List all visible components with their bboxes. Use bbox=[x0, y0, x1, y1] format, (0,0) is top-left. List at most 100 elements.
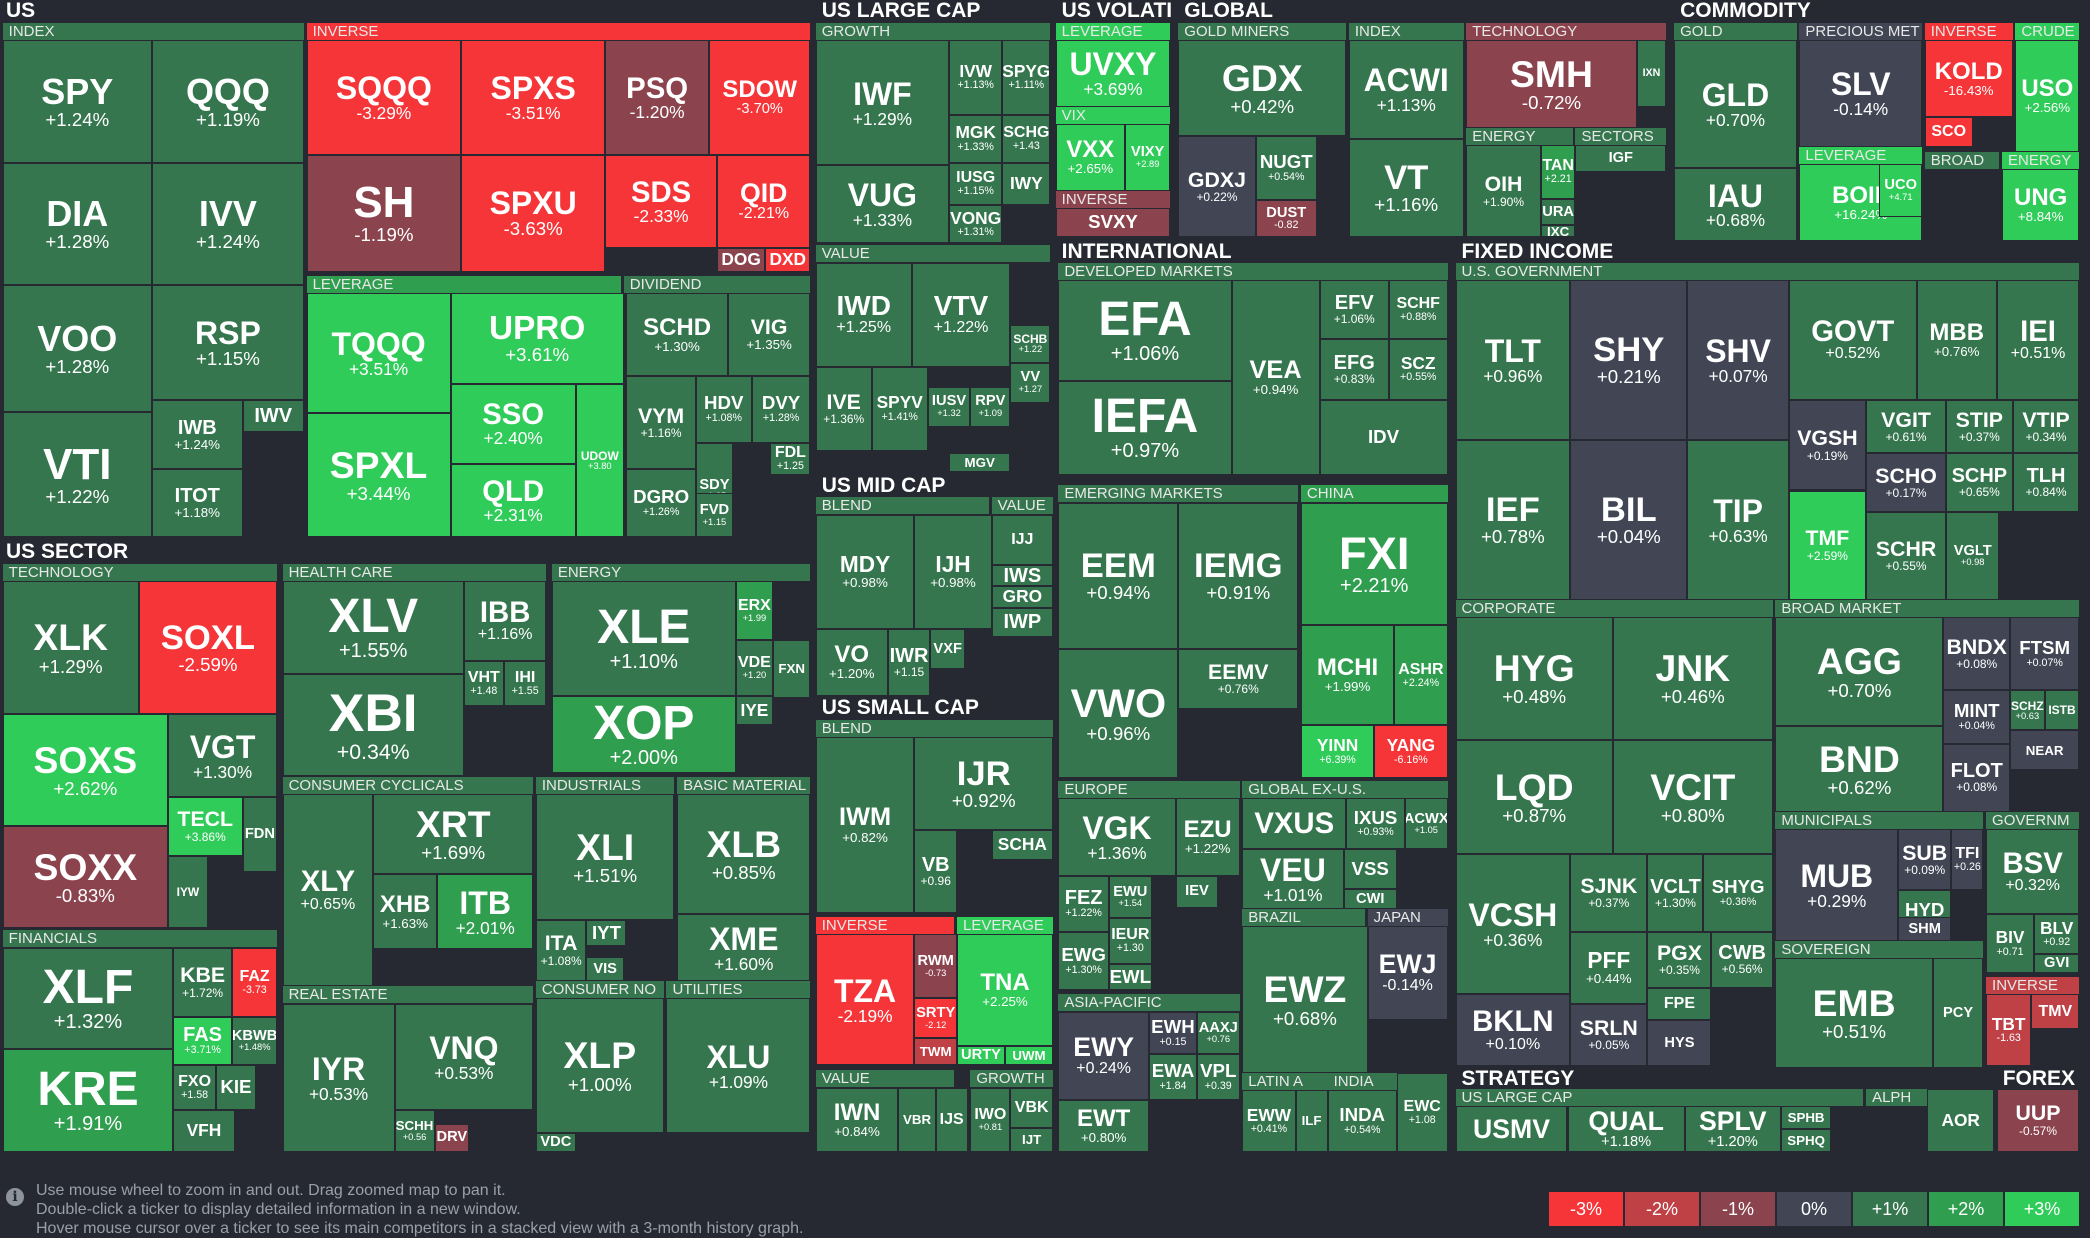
ticker-tile-gro[interactable]: GRO bbox=[991, 586, 1053, 608]
ticker-tile-igf[interactable]: IGF bbox=[1575, 145, 1667, 172]
ticker-tile-flot[interactable]: FLOT +0.08% bbox=[1943, 743, 2011, 812]
ticker-tile-shyg[interactable]: SHYG +0.36% bbox=[1703, 854, 1773, 932]
ticker-tile-sds[interactable]: SDS -2.33% bbox=[605, 154, 718, 248]
ticker-tile-shv[interactable]: SHV +0.07% bbox=[1687, 279, 1789, 440]
ticker-tile-iwy[interactable]: IWY bbox=[1002, 162, 1051, 206]
ticker-tile-vcit[interactable]: VCIT +0.80% bbox=[1612, 739, 1773, 855]
ticker-tile-xlv[interactable]: XLV +1.55% bbox=[282, 581, 464, 675]
ticker-tile-ijr[interactable]: IJR +0.92% bbox=[914, 737, 1053, 831]
ticker-tile-soxx[interactable]: SOXX -0.83% bbox=[2, 826, 168, 928]
ticker-tile-vbr[interactable]: VBR bbox=[898, 1087, 936, 1152]
ticker-tile-vxx[interactable]: VXX +2.65% bbox=[1055, 123, 1125, 191]
ticker-tile-spy[interactable]: SPY +1.24% bbox=[2, 39, 152, 163]
ticker-tile-dia[interactable]: DIA +1.28% bbox=[2, 162, 152, 286]
ticker-tile-vig[interactable]: VIG +1.35% bbox=[727, 293, 811, 376]
ticker-tile-vdc[interactable]: VDC bbox=[535, 1132, 576, 1152]
ticker-tile-vym[interactable]: VYM +1.16% bbox=[626, 375, 696, 470]
ticker-tile-stip[interactable]: STIP +0.37% bbox=[1946, 399, 2013, 454]
ticker-tile-ewj[interactable]: EWJ -0.14% bbox=[1367, 926, 1448, 1020]
ticker-tile-ibb[interactable]: IBB +1.16% bbox=[463, 581, 547, 662]
ticker-tile-shy[interactable]: SHY +0.21% bbox=[1570, 279, 1688, 440]
ticker-tile-xlf[interactable]: XLF +1.32% bbox=[2, 947, 174, 1049]
ticker-tile-ewt[interactable]: EWT +0.80% bbox=[1058, 1099, 1149, 1152]
ticker-tile-vis[interactable]: VIS bbox=[586, 957, 624, 981]
ticker-tile-itot[interactable]: ITOT +1.18% bbox=[151, 469, 243, 538]
ticker-tile-ivv[interactable]: IVV +1.24% bbox=[151, 162, 304, 286]
ticker-tile-srty[interactable]: SRTY -2.12 bbox=[914, 998, 958, 1039]
ticker-tile-pgx[interactable]: PGX +0.35% bbox=[1647, 931, 1712, 988]
ticker-tile-vxf[interactable]: VXF bbox=[930, 629, 965, 670]
ticker-tile-vcsh[interactable]: VCSH +0.36% bbox=[1455, 854, 1571, 995]
ticker-tile-vtv[interactable]: VTV +1.22% bbox=[911, 262, 1011, 367]
ticker-tile-efv[interactable]: EFV +1.06% bbox=[1319, 279, 1389, 339]
ticker-tile-xhb[interactable]: XHB +1.63% bbox=[373, 874, 438, 950]
ticker-tile-dog[interactable]: DOG bbox=[717, 247, 766, 272]
ticker-tile-veu[interactable]: VEU +1.01% bbox=[1242, 849, 1344, 910]
ticker-tile-ezu[interactable]: EZU +1.22% bbox=[1175, 798, 1240, 876]
ticker-tile-xle[interactable]: XLE +1.10% bbox=[551, 581, 736, 696]
ticker-tile-dxd[interactable]: DXD bbox=[765, 247, 811, 272]
ticker-tile-schh[interactable]: SCHH +0.56 bbox=[394, 1110, 435, 1152]
ticker-tile-eemv[interactable]: EEMV +0.76% bbox=[1178, 649, 1299, 710]
ticker-tile-vclt[interactable]: VCLT +1.30% bbox=[1647, 854, 1704, 932]
ticker-tile-spxu[interactable]: SPXU -3.63% bbox=[461, 154, 606, 272]
ticker-tile-ief[interactable]: IEF +0.78% bbox=[1455, 439, 1571, 600]
ticker-tile-iye[interactable]: IYE bbox=[735, 695, 774, 726]
ticker-tile-yang[interactable]: YANG -6.16% bbox=[1374, 725, 1448, 779]
ticker-tile-uvxy[interactable]: UVXY +3.69% bbox=[1055, 39, 1171, 107]
ticker-tile-sqqq[interactable]: SQQQ -3.29% bbox=[306, 39, 462, 155]
ticker-tile-bkln[interactable]: BKLN +0.10% bbox=[1455, 994, 1571, 1067]
ticker-tile-vbk[interactable]: VBK bbox=[1010, 1087, 1053, 1128]
ticker-tile-aor[interactable]: AOR bbox=[1927, 1088, 1995, 1152]
ticker-tile-xly[interactable]: XLY +0.65% bbox=[282, 794, 374, 987]
ticker-tile-sub[interactable]: SUB +0.09% bbox=[1898, 829, 1952, 891]
ticker-tile-vb[interactable]: VB +0.96 bbox=[914, 830, 958, 914]
ticker-tile-iyt[interactable]: IYT bbox=[586, 919, 627, 947]
ticker-tile-ura[interactable]: URA bbox=[1540, 198, 1576, 226]
ticker-tile-qid[interactable]: QID -2.21% bbox=[717, 154, 811, 248]
ticker-tile-ijj[interactable]: IJJ bbox=[991, 514, 1053, 566]
ticker-tile-psq[interactable]: PSQ -1.20% bbox=[605, 39, 710, 155]
ticker-tile-bsv[interactable]: BSV +0.32% bbox=[1986, 829, 2080, 915]
ticker-tile-iwb[interactable]: IWB +1.24% bbox=[151, 399, 243, 470]
ticker-tile-iwm[interactable]: IWM +0.82% bbox=[815, 737, 915, 914]
ticker-tile-istb[interactable]: ISTB bbox=[2044, 690, 2080, 731]
ticker-tile-ieur[interactable]: IEUR +1.30 bbox=[1108, 918, 1152, 964]
ticker-tile-iemg[interactable]: IEMG +0.91% bbox=[1178, 502, 1299, 650]
ticker-tile-iwr[interactable]: IWR +1.15 bbox=[887, 629, 931, 696]
ticker-tile-ewc[interactable]: EWC +1.08 bbox=[1396, 1072, 1448, 1152]
ticker-tile-uco[interactable]: UCO +4.71 bbox=[1879, 163, 1923, 218]
ticker-tile-mgv[interactable]: MGV bbox=[949, 453, 1011, 472]
ticker-tile-kre[interactable]: KRE +1.91% bbox=[2, 1048, 174, 1152]
ticker-tile-fdn[interactable]: FDN bbox=[242, 797, 278, 872]
ticker-tile-vfh[interactable]: VFH bbox=[173, 1110, 235, 1152]
ticker-tile-fas[interactable]: FAS +3.71% bbox=[173, 1017, 232, 1065]
ticker-tile-eem[interactable]: EEM +0.94% bbox=[1058, 502, 1179, 650]
ticker-tile-dvy[interactable]: DVY +1.28% bbox=[751, 375, 811, 443]
ticker-tile-kold[interactable]: KOLD -16.43% bbox=[1924, 39, 2013, 118]
ticker-tile-vo[interactable]: VO +1.20% bbox=[815, 629, 888, 696]
ticker-tile-ftsm[interactable]: FTSM +0.07% bbox=[2010, 617, 2080, 691]
ticker-tile-fxn[interactable]: FXN bbox=[773, 639, 811, 699]
ticker-tile-acwx[interactable]: ACWX +1.05 bbox=[1404, 798, 1448, 850]
ticker-tile-vde[interactable]: VDE +1.20 bbox=[735, 639, 774, 696]
ticker-tile-tza[interactable]: TZA -2.19% bbox=[815, 934, 915, 1065]
ticker-tile-xme[interactable]: XME +1.60% bbox=[677, 914, 811, 982]
ticker-tile-xlb[interactable]: XLB +0.85% bbox=[677, 794, 811, 915]
ticker-tile-shm[interactable]: SHM bbox=[1898, 917, 1952, 942]
ticker-tile-iusg[interactable]: IUSG +1.15% bbox=[949, 162, 1003, 206]
ticker-tile-iwv[interactable]: IWV bbox=[242, 399, 304, 432]
ticker-tile-agg[interactable]: AGG +0.70% bbox=[1775, 617, 1944, 727]
ticker-tile-vgit[interactable]: VGIT +0.61% bbox=[1866, 399, 1947, 454]
ticker-tile-soxs[interactable]: SOXS +2.62% bbox=[2, 714, 168, 827]
ticker-tile-kbwb[interactable]: KBWB +1.48% bbox=[231, 1017, 278, 1065]
ticker-tile-soxl[interactable]: SOXL -2.59% bbox=[138, 581, 278, 715]
ticker-tile-ixus[interactable]: IXUS +0.93% bbox=[1346, 798, 1405, 850]
ticker-tile-fez[interactable]: FEZ +1.22% bbox=[1058, 875, 1109, 932]
ticker-tile-vglt[interactable]: VGLT +0.98 bbox=[1946, 511, 2000, 600]
ticker-tile-erx[interactable]: ERX +1.99 bbox=[735, 581, 774, 640]
ticker-tile-biv[interactable]: BIV +0.71 bbox=[1986, 914, 2035, 974]
ticker-tile-xlk[interactable]: XLK +1.29% bbox=[2, 581, 139, 715]
ticker-tile-iwp[interactable]: IWP bbox=[991, 607, 1053, 638]
ticker-tile-dgro[interactable]: DGRO +1.26% bbox=[626, 469, 696, 538]
